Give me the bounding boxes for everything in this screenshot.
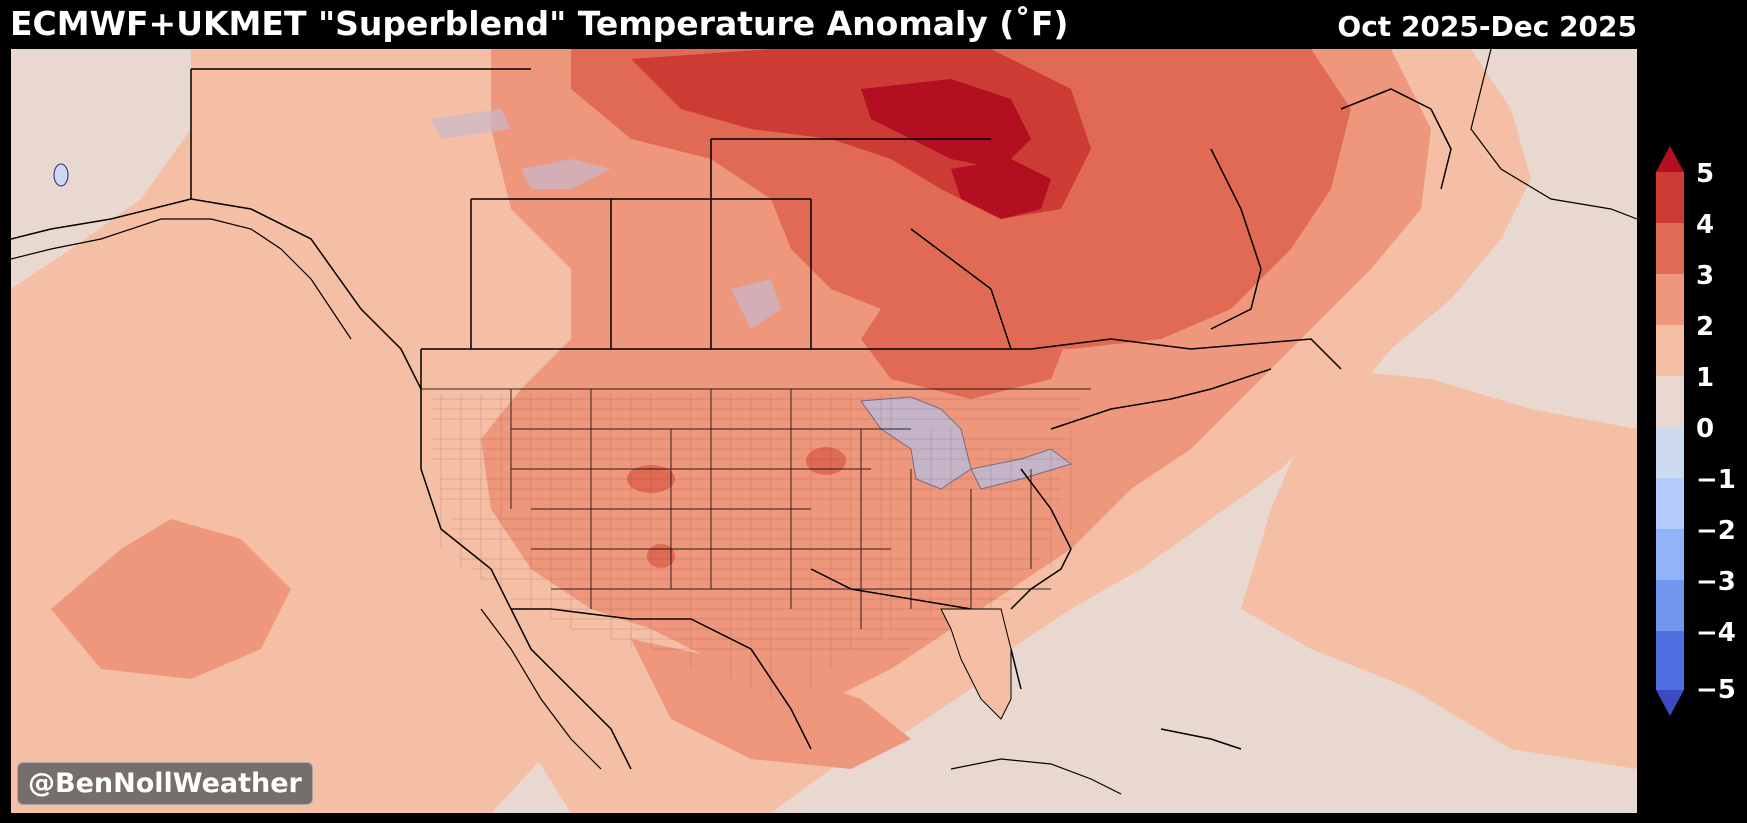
temperature-anomaly-map [11, 49, 1637, 813]
colorbar-label-2: 2 [1696, 312, 1715, 342]
credit-watermark: @BenNollWeather [17, 762, 313, 806]
colorbar-swatch-2-3 [1656, 274, 1684, 325]
colorbar-label-neg4: −4 [1696, 618, 1736, 648]
colorbar-label-4: 4 [1696, 210, 1715, 240]
baja-coastline [480, 608, 602, 770]
canada-lakes [431, 109, 781, 329]
colorbar-swatch-neg1-0 [1656, 427, 1684, 478]
us-state-borders [421, 388, 1091, 629]
political-borders [11, 68, 1452, 770]
alaska-lake [53, 163, 69, 187]
anomaly-5-plus-core-2 [951, 159, 1051, 219]
anomaly-5-plus-core [861, 79, 1031, 169]
map-title: ECMWF+UKMET "Superblend" Temperature Ano… [10, 4, 1069, 43]
caribbean-coastline [950, 758, 1122, 795]
anomaly-3-4-iowa [806, 447, 846, 475]
anomaly-2-3-gulf [631, 639, 911, 769]
colorbar-label-neg1: −1 [1696, 465, 1736, 495]
greenland-coastline [1470, 49, 1637, 220]
colorbar-label-5: 5 [1696, 159, 1715, 189]
colorbar-label-3: 3 [1696, 261, 1715, 291]
colorbar-swatch-0-1 [1656, 376, 1684, 427]
colorbar-label-neg5: −5 [1696, 675, 1736, 705]
colorbar-extend-max-arrow [1656, 146, 1684, 172]
colorbar-label-1: 1 [1696, 363, 1715, 393]
anomaly-colorbar [1656, 146, 1684, 716]
great-lakes [860, 396, 972, 490]
colorbar-swatch-neg4-neg3 [1656, 580, 1684, 631]
colorbar-label-0: 0 [1696, 414, 1715, 444]
anomaly-3-4-wyoming [627, 465, 675, 493]
anomaly-3-4-plains [861, 289, 1071, 399]
forecast-date-range: Oct 2025-Dec 2025 [1337, 10, 1637, 43]
anomaly-1-2-atlantic [1241, 369, 1637, 769]
anomaly-3-4-nm [647, 544, 675, 568]
colorbar-swatch-neg3-neg2 [1656, 529, 1684, 580]
colorbar-swatch-1-2 [1656, 325, 1684, 376]
colorbar-swatch-3-4 [1656, 223, 1684, 274]
colorbar-label-neg3: −3 [1696, 567, 1736, 597]
colorbar-swatch-neg5-neg4 [1656, 631, 1684, 690]
colorbar-extend-min-arrow [1656, 690, 1684, 716]
alaska-coastline [11, 218, 352, 340]
florida [940, 608, 1012, 720]
colorbar-label-neg2: −2 [1696, 516, 1736, 546]
colorbar-swatch-neg2-neg1 [1656, 478, 1684, 529]
anomaly-2-3-pacific-blob [51, 519, 291, 679]
colorbar-swatch-4-5 [1656, 172, 1684, 223]
us-county-lines [431, 394, 1081, 699]
